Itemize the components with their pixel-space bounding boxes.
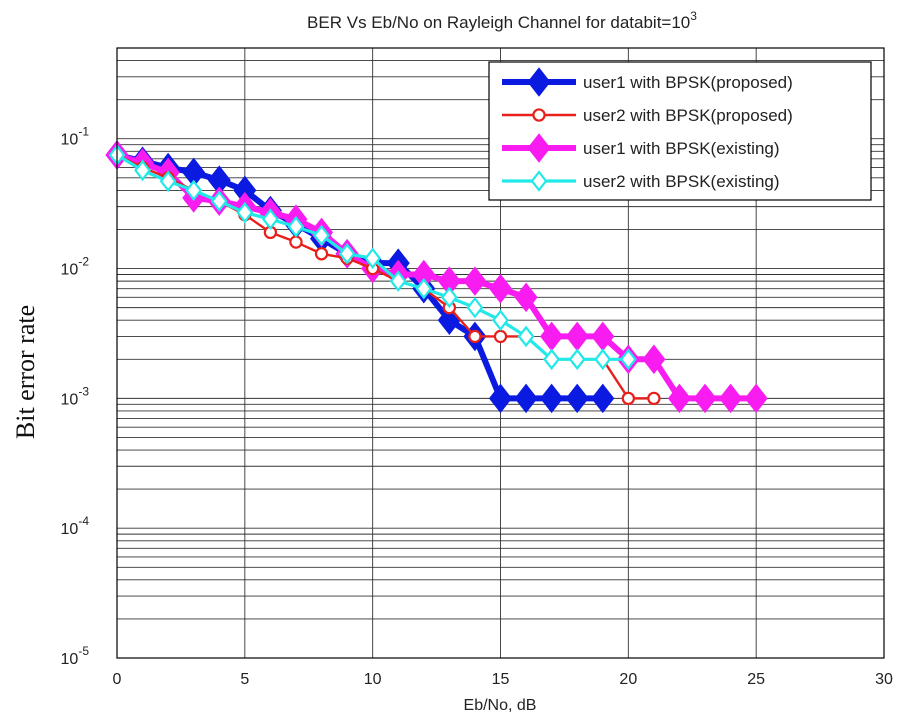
y-tick-label: 10-5 xyxy=(61,644,90,668)
data-point xyxy=(517,325,535,348)
data-point xyxy=(287,215,305,238)
data-point xyxy=(134,159,151,182)
data-point xyxy=(647,391,661,406)
data-point xyxy=(488,383,513,414)
legend-label: user2 with BPSK(proposed) xyxy=(583,106,793,125)
y-tick-label: 10-2 xyxy=(61,255,90,279)
y-tick-label: 10-1 xyxy=(61,125,90,149)
data-point xyxy=(565,383,589,414)
data-point xyxy=(493,329,508,344)
legend-entry: user1 with BPSK(proposed) xyxy=(502,67,793,97)
data-point xyxy=(492,309,509,332)
data-point xyxy=(463,266,487,296)
x-tick-label: 0 xyxy=(113,671,122,688)
x-tick-label: 5 xyxy=(240,671,249,688)
data-point xyxy=(543,348,561,371)
data-point xyxy=(159,170,177,193)
legend-entry: user1 with BPSK(existing) xyxy=(502,133,780,163)
data-point xyxy=(719,383,743,414)
y-tick-labels: 10-1 10-2 10-3 10-4 10-5 xyxy=(61,125,90,668)
legend: user1 with BPSK(proposed) user2 with BPSK… xyxy=(488,61,872,201)
x-tick-labels: 0 5 10 15 20 25 30 xyxy=(113,671,893,688)
data-point xyxy=(466,296,484,319)
plot-frame xyxy=(116,47,885,659)
data-point xyxy=(621,391,636,406)
legend-entry: user2 with BPSK(existing) xyxy=(502,170,780,192)
legend-marker xyxy=(527,67,551,97)
legend-entry: user2 with BPSK(proposed) xyxy=(502,106,793,125)
legend-label: user1 with BPSK(proposed) xyxy=(583,73,793,92)
x-tick-label: 25 xyxy=(747,671,765,688)
data-point xyxy=(514,282,538,313)
data-point xyxy=(488,273,513,304)
data-point xyxy=(185,179,203,202)
x-tick-label: 20 xyxy=(619,671,637,688)
data-point xyxy=(744,383,768,414)
data-point xyxy=(642,344,666,375)
x-tick-label: 30 xyxy=(875,671,893,688)
data-point xyxy=(568,348,586,371)
x-tick-label: 10 xyxy=(364,671,382,688)
data-point xyxy=(591,383,615,414)
data-point xyxy=(514,383,538,414)
y-tick-label: 10-3 xyxy=(61,384,90,408)
data-point xyxy=(338,242,356,265)
y-tick-label: 10-4 xyxy=(61,514,90,538)
data-point xyxy=(289,235,303,249)
data-point xyxy=(236,201,254,224)
legend-label: user1 with BPSK(existing) xyxy=(583,139,780,158)
legend-label: user2 with BPSK(existing) xyxy=(583,172,780,191)
chart-title-text: BER Vs Eb/No on Rayleigh Channel for dat… xyxy=(307,13,690,32)
data-point xyxy=(693,383,717,414)
data-point xyxy=(261,208,279,230)
data-point xyxy=(314,247,329,261)
data-point xyxy=(667,383,692,414)
data-point xyxy=(210,190,228,213)
x-tick-label: 15 xyxy=(492,671,510,688)
series-4 xyxy=(108,144,637,371)
y-axis-label: Bit error rate xyxy=(11,305,40,439)
data-point xyxy=(415,277,433,300)
legend-marker xyxy=(527,133,551,163)
x-axis-label: Eb/No, dB xyxy=(464,697,537,714)
legend-marker xyxy=(530,170,548,192)
chart-title-superscript: 3 xyxy=(690,9,697,23)
data-point xyxy=(468,329,482,344)
data-point xyxy=(540,383,564,414)
data-point xyxy=(313,224,330,247)
data-point xyxy=(389,270,407,292)
data-point xyxy=(364,247,382,270)
series-3 xyxy=(105,140,768,414)
chart-title: BER Vs Eb/No on Rayleigh Channel for dat… xyxy=(307,9,697,32)
data-point xyxy=(440,286,458,309)
data-point xyxy=(594,348,612,371)
legend-marker xyxy=(532,108,546,122)
data-point xyxy=(619,348,637,371)
series-layer xyxy=(105,140,768,414)
